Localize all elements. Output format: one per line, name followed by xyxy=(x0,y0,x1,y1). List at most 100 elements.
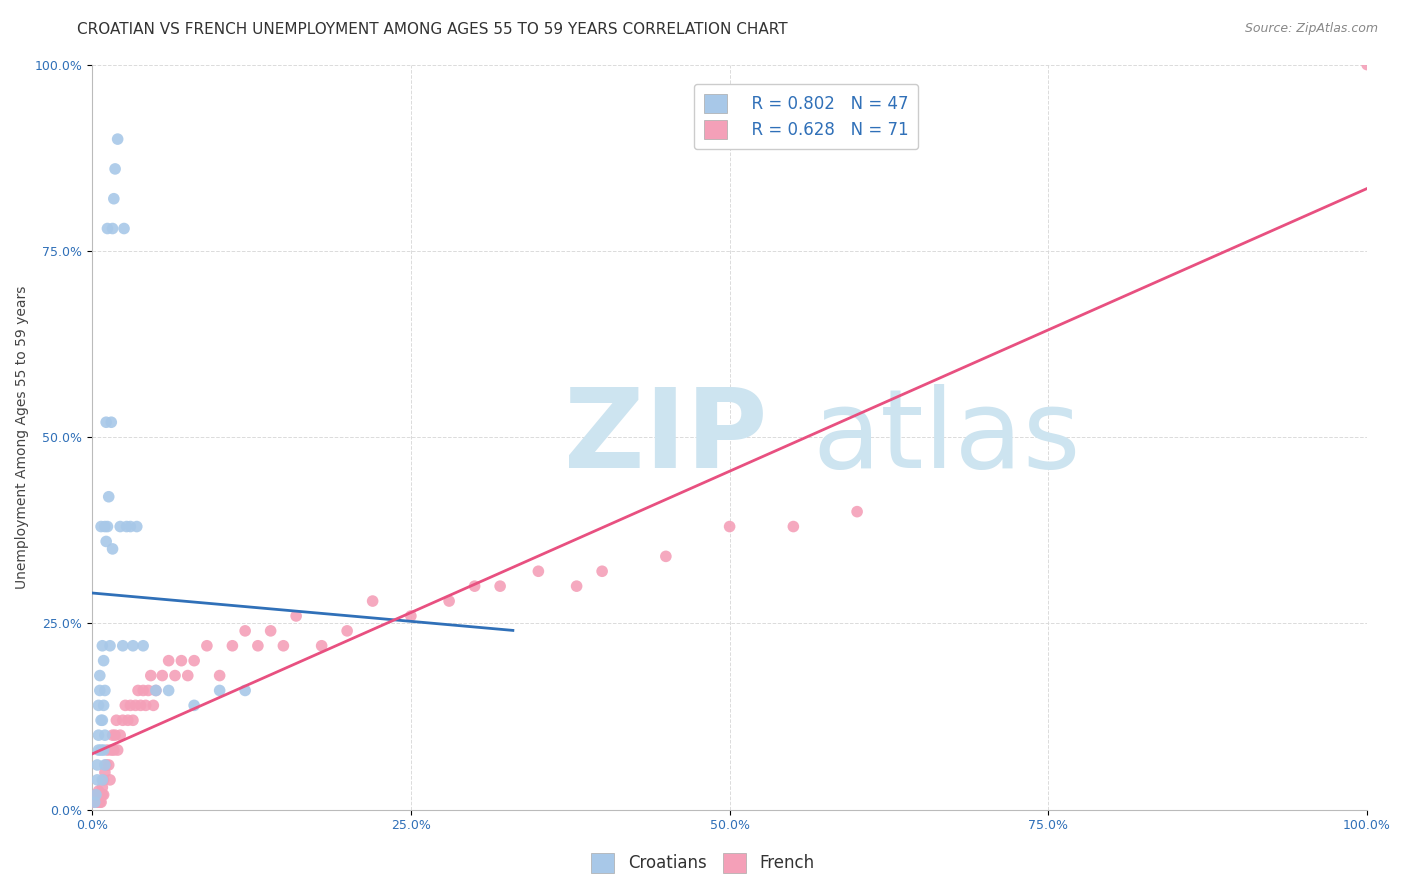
Point xyxy=(782,519,804,533)
Point xyxy=(127,683,149,698)
Point xyxy=(94,519,117,533)
Point xyxy=(96,758,118,772)
Point xyxy=(117,713,139,727)
Point xyxy=(177,668,200,682)
Point xyxy=(94,758,117,772)
Point xyxy=(94,765,117,780)
Point xyxy=(97,490,120,504)
Point xyxy=(100,743,122,757)
Point xyxy=(273,639,295,653)
Point xyxy=(142,698,165,713)
Point xyxy=(93,654,115,668)
Point xyxy=(94,728,117,742)
Point xyxy=(90,788,112,802)
Point xyxy=(91,713,114,727)
Point xyxy=(208,668,231,682)
Point xyxy=(122,639,145,653)
Point xyxy=(91,788,114,802)
Point xyxy=(93,772,115,787)
Point xyxy=(246,639,269,653)
Point xyxy=(103,743,125,757)
Point xyxy=(464,579,486,593)
Point xyxy=(86,795,108,809)
Point xyxy=(90,795,112,809)
Point xyxy=(87,791,110,805)
Y-axis label: Unemployment Among Ages 55 to 59 years: Unemployment Among Ages 55 to 59 years xyxy=(15,285,30,589)
Point xyxy=(311,639,333,653)
Point xyxy=(91,639,114,653)
Text: CROATIAN VS FRENCH UNEMPLOYMENT AMONG AGES 55 TO 59 YEARS CORRELATION CHART: CROATIAN VS FRENCH UNEMPLOYMENT AMONG AG… xyxy=(77,22,787,37)
Point xyxy=(93,788,115,802)
Point xyxy=(124,698,146,713)
Point xyxy=(94,683,117,698)
Point xyxy=(84,788,107,802)
Point xyxy=(336,624,359,638)
Legend:   R = 0.802   N = 47,   R = 0.628   N = 71: R = 0.802 N = 47, R = 0.628 N = 71 xyxy=(695,84,918,149)
Point xyxy=(111,639,134,653)
Point xyxy=(97,758,120,772)
Point xyxy=(91,780,114,795)
Point xyxy=(120,519,142,533)
Point xyxy=(96,519,118,533)
Point xyxy=(112,221,135,235)
Point xyxy=(114,698,136,713)
Point xyxy=(163,668,186,682)
Point xyxy=(139,668,162,682)
Point xyxy=(101,221,124,235)
Point xyxy=(132,639,155,653)
Point xyxy=(157,683,180,698)
Point xyxy=(83,795,105,809)
Point xyxy=(120,698,142,713)
Point xyxy=(135,698,157,713)
Point xyxy=(108,728,131,742)
Point xyxy=(591,564,613,578)
Point xyxy=(145,683,167,698)
Point xyxy=(565,579,588,593)
Point xyxy=(96,415,118,429)
Point xyxy=(101,541,124,556)
Point xyxy=(108,519,131,533)
Point xyxy=(84,795,107,809)
Point xyxy=(82,795,104,809)
Point xyxy=(83,795,105,809)
Point xyxy=(195,639,218,653)
Text: ZIP: ZIP xyxy=(564,384,768,491)
Point xyxy=(846,505,869,519)
Point xyxy=(489,579,512,593)
Point xyxy=(89,795,111,809)
Point xyxy=(103,192,125,206)
Point xyxy=(170,654,193,668)
Text: atlas: atlas xyxy=(813,384,1081,491)
Point xyxy=(89,683,111,698)
Point xyxy=(122,713,145,727)
Point xyxy=(1355,57,1378,71)
Point xyxy=(157,654,180,668)
Point xyxy=(115,519,138,533)
Point xyxy=(86,788,108,802)
Point xyxy=(105,713,128,727)
Point xyxy=(87,728,110,742)
Point xyxy=(221,639,243,653)
Point xyxy=(93,743,115,757)
Point xyxy=(655,549,678,564)
Point xyxy=(361,594,384,608)
Point xyxy=(98,639,121,653)
Point xyxy=(91,772,114,787)
Point xyxy=(107,132,129,146)
Point xyxy=(100,415,122,429)
Point xyxy=(90,519,112,533)
Point xyxy=(208,683,231,698)
Point xyxy=(399,609,422,624)
Point xyxy=(136,683,159,698)
Point xyxy=(129,698,152,713)
Point xyxy=(87,698,110,713)
Point xyxy=(259,624,281,638)
Point xyxy=(107,743,129,757)
Point xyxy=(233,624,256,638)
Point xyxy=(86,758,108,772)
Point xyxy=(183,698,205,713)
Point xyxy=(125,519,148,533)
Point xyxy=(84,788,107,802)
Point xyxy=(718,519,741,533)
Point xyxy=(96,534,118,549)
